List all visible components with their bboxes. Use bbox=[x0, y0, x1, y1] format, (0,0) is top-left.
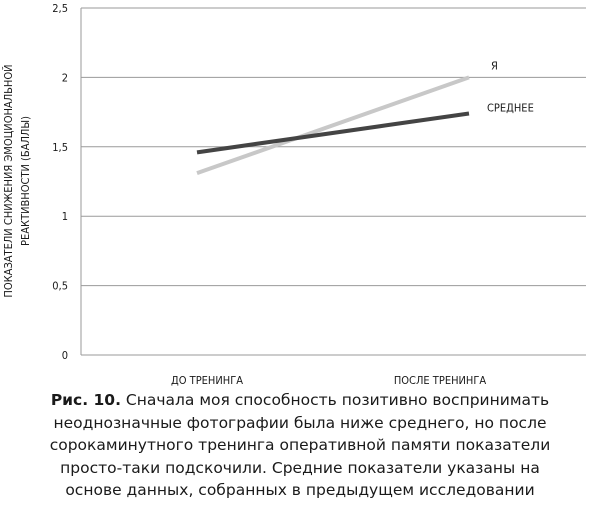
line-chart: 0 0,5 1 1,5 2 2,5 ДО ТРЕНИНГА ПОСЛЕ ТРЕНИНГА Я… bbox=[2, 2, 586, 387]
y-tick-label: 0 bbox=[62, 349, 68, 362]
series-labels: Я СРЕДНЕЕ bbox=[487, 59, 534, 114]
y-tick-label: 2,5 bbox=[52, 2, 68, 15]
caption-label: Рис. 10. bbox=[50, 391, 121, 409]
y-tick-label: 0,5 bbox=[52, 280, 68, 293]
x-tick-label: ПОСЛЕ ТРЕНИНГА bbox=[394, 374, 487, 387]
y-axis-label-line: ПОКАЗАТЕЛИ СНИЖЕНИЯ ЭМОЦИОНАЛЬНОЙ bbox=[2, 64, 15, 297]
caption-text: Сначала моя способность позитивно воспри… bbox=[49, 391, 551, 499]
x-tick-label: ДО ТРЕНИНГА bbox=[171, 374, 243, 387]
y-axis-label-line: РЕАКТИВНОСТИ (БАЛЛЫ) bbox=[19, 116, 32, 246]
y-tick-label: 1,5 bbox=[52, 141, 68, 154]
y-tick-label: 2 bbox=[62, 71, 68, 84]
series-label: Я bbox=[491, 59, 498, 72]
series-label: СРЕДНЕЕ bbox=[487, 101, 534, 114]
y-tick-label: 1 bbox=[62, 210, 68, 223]
series-line bbox=[196, 111, 470, 155]
figure-caption: Рис. 10. Сначала моя способность позитив… bbox=[40, 389, 560, 502]
series-lines bbox=[196, 75, 470, 176]
x-tick-labels: ДО ТРЕНИНГА ПОСЛЕ ТРЕНИНГА bbox=[171, 374, 486, 387]
y-tick-labels: 0 0,5 1 1,5 2 2,5 bbox=[52, 2, 68, 362]
grid-lines bbox=[80, 7, 586, 356]
series-line bbox=[196, 75, 470, 176]
y-axis-label: ПОКАЗАТЕЛИ СНИЖЕНИЯ ЭМОЦИОНАЛЬНОЙ РЕАКТИВ… bbox=[2, 64, 32, 297]
